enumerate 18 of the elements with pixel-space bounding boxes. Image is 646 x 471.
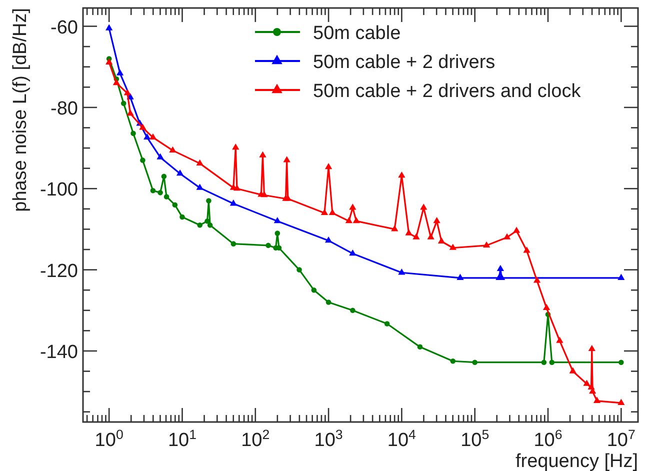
y-tick-label: -120 — [40, 260, 78, 282]
legend-label: 50m cable + 2 drivers — [313, 52, 496, 73]
x-tick-label: 10$^{5}$ — [460, 426, 490, 451]
x-tick-label: 10$^{4}$ — [387, 426, 416, 451]
y-tick-label: -80 — [50, 98, 78, 120]
x-tick-label: 10$^{3}$ — [314, 426, 343, 451]
legend-label: 50m cable — [313, 23, 401, 44]
x-tick-label: 10$^{6}$ — [534, 426, 562, 451]
x-tick-label: 10$^{1}$ — [168, 426, 197, 451]
x-axis-title: frequency [Hz] — [516, 451, 638, 471]
x-tick-label: 10$^{0}$ — [94, 426, 124, 451]
y-tick-label: -140 — [40, 342, 78, 363]
x-tick-label: 10$^{2}$ — [241, 426, 270, 451]
y-axis-title: phase noise L(f) [dB/Hz] — [10, 8, 31, 212]
y-tick-label: -60 — [50, 17, 78, 38]
legend-label: 50m cable + 2 drivers and clock — [313, 81, 582, 102]
x-tick-label: 10$^{7}$ — [606, 426, 636, 451]
y-tick-label: -100 — [40, 180, 78, 201]
